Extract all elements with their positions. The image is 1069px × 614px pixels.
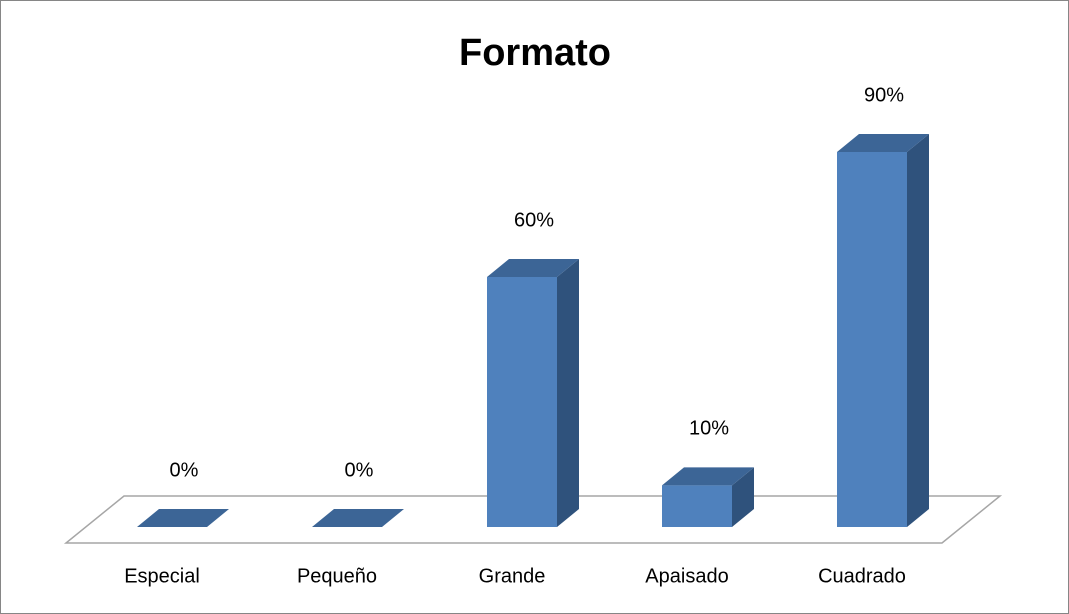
bar-top (837, 134, 929, 152)
value-label: 10% (689, 418, 729, 440)
bar (662, 485, 732, 527)
chart-title: Formato (459, 32, 611, 74)
bar (487, 277, 557, 527)
bar-top (312, 509, 404, 527)
value-label: 0% (345, 459, 374, 481)
value-label: 90% (864, 84, 904, 106)
x-tick-label: Especial (124, 565, 200, 587)
bar-top (137, 509, 229, 527)
x-tick-label: Cuadrado (818, 565, 906, 587)
x-tick-label: Grande (479, 565, 546, 587)
bar-side (557, 259, 579, 527)
value-label: 0% (170, 459, 199, 481)
bar-side (907, 134, 929, 527)
bar-side (732, 467, 754, 527)
bar-top (487, 259, 579, 277)
bar (837, 152, 907, 527)
x-tick-label: Pequeño (297, 565, 377, 587)
bar-top (662, 467, 754, 486)
x-tick-label: Apaisado (645, 565, 728, 587)
value-label: 60% (514, 209, 554, 231)
